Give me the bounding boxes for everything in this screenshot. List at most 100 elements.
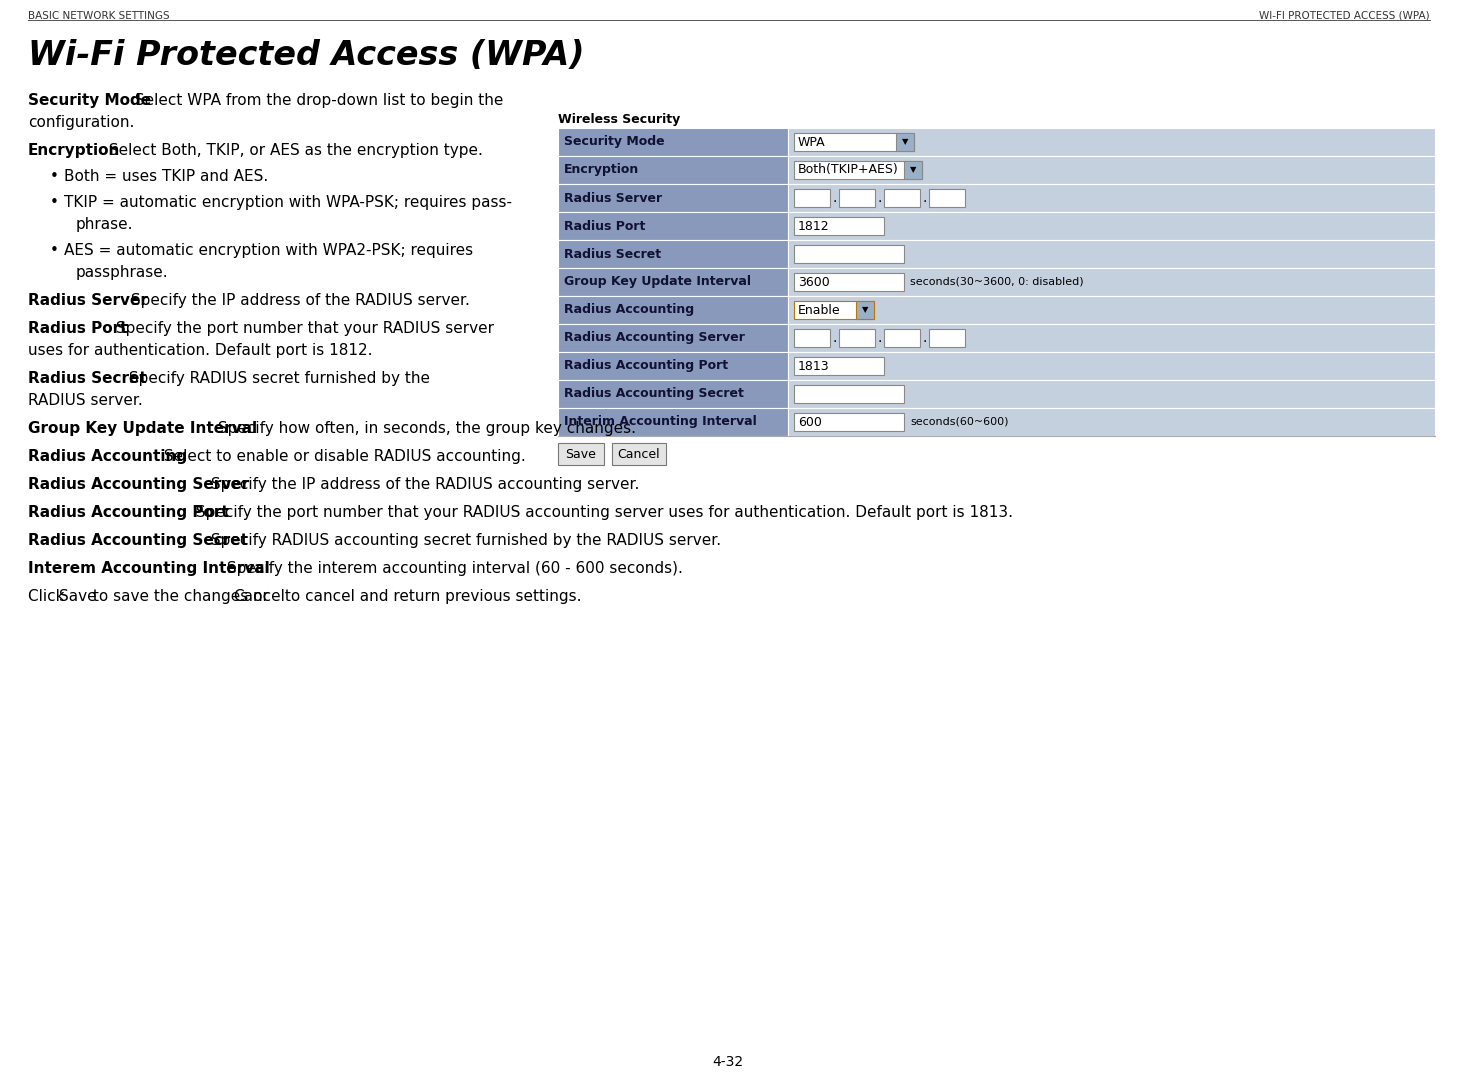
Text: Cancel: Cancel	[233, 589, 286, 604]
Bar	[794, 273, 903, 291]
Text: Radius Accounting Secret: Radius Accounting Secret	[564, 387, 745, 400]
Bar	[794, 413, 903, 431]
Bar	[558, 296, 788, 324]
Text: .: .	[832, 191, 836, 205]
Text: Select to enable or disable RADIUS accounting.: Select to enable or disable RADIUS accou…	[159, 449, 526, 464]
Bar	[794, 133, 914, 151]
Bar	[558, 268, 788, 296]
Text: Specify how often, in seconds, the group key changes.: Specify how often, in seconds, the group…	[213, 421, 637, 436]
Bar	[930, 329, 965, 347]
Bar	[558, 184, 788, 212]
Text: TKIP = automatic encryption with WPA-PSK; requires pass-: TKIP = automatic encryption with WPA-PSK…	[64, 195, 511, 209]
Bar	[788, 352, 1435, 380]
Text: ▼: ▼	[861, 305, 868, 314]
Bar	[558, 408, 788, 436]
Text: •: •	[50, 195, 58, 209]
Text: seconds(30~3600, 0: disabled): seconds(30~3600, 0: disabled)	[911, 277, 1084, 287]
Text: Radius Accounting Port: Radius Accounting Port	[28, 505, 229, 520]
Text: WI-FI PROTECTED ACCESS (WPA): WI-FI PROTECTED ACCESS (WPA)	[1259, 11, 1429, 21]
Text: .: .	[877, 191, 881, 205]
Text: configuration.: configuration.	[28, 115, 134, 130]
Bar	[788, 212, 1435, 240]
Text: Click: Click	[28, 589, 70, 604]
Text: Radius Port: Radius Port	[28, 321, 128, 336]
Text: Encryption: Encryption	[28, 143, 121, 158]
Text: Wi-Fi Protected Access (WPA): Wi-Fi Protected Access (WPA)	[28, 39, 584, 72]
Text: Radius Port: Radius Port	[564, 219, 645, 232]
Text: 3600: 3600	[798, 276, 829, 288]
Bar	[558, 240, 788, 268]
Bar	[788, 128, 1435, 156]
Text: ▼: ▼	[902, 137, 908, 146]
Text: Radius Accounting Server: Radius Accounting Server	[28, 477, 249, 492]
Text: .: .	[832, 331, 836, 345]
Bar	[794, 385, 903, 403]
Text: Both = uses TKIP and AES.: Both = uses TKIP and AES.	[64, 169, 268, 184]
Text: Radius Accounting Port: Radius Accounting Port	[564, 360, 728, 372]
Text: Cancel: Cancel	[618, 447, 660, 460]
Text: BASIC NETWORK SETTINGS: BASIC NETWORK SETTINGS	[28, 11, 169, 21]
Text: phrase.: phrase.	[76, 217, 134, 232]
Bar	[884, 329, 919, 347]
Bar	[558, 324, 788, 352]
Text: .: .	[877, 331, 881, 345]
Bar	[788, 296, 1435, 324]
Bar	[930, 189, 965, 207]
Text: Specify the interem accounting interval (60 - 600 seconds).: Specify the interem accounting interval …	[221, 561, 683, 576]
Bar	[788, 156, 1435, 184]
Text: Radius Accounting: Radius Accounting	[564, 303, 694, 316]
Text: Encryption: Encryption	[564, 164, 640, 177]
Text: Wireless Security: Wireless Security	[558, 113, 680, 125]
Bar	[884, 189, 919, 207]
Text: Both(TKIP+AES): Both(TKIP+AES)	[798, 164, 899, 177]
Text: Select WPA from the drop-down list to begin the: Select WPA from the drop-down list to be…	[130, 93, 503, 108]
Text: WPA: WPA	[798, 135, 826, 148]
Text: Security Mode: Security Mode	[564, 135, 664, 148]
Text: Save: Save	[565, 447, 596, 460]
Bar	[612, 443, 666, 465]
Bar	[794, 245, 903, 263]
Text: 1812: 1812	[798, 219, 829, 232]
Bar	[558, 212, 788, 240]
Bar	[558, 128, 788, 156]
Text: ▼: ▼	[909, 166, 916, 175]
Bar	[794, 301, 874, 319]
Bar	[794, 189, 830, 207]
Text: .: .	[922, 331, 927, 345]
Bar	[839, 329, 876, 347]
Text: AES = automatic encryption with WPA2-PSK; requires: AES = automatic encryption with WPA2-PSK…	[64, 243, 474, 257]
Text: •: •	[50, 243, 58, 257]
Text: passphrase.: passphrase.	[76, 265, 169, 280]
Text: seconds(60~600): seconds(60~600)	[911, 417, 1008, 427]
Bar	[857, 301, 874, 319]
Text: Enable: Enable	[798, 303, 841, 316]
Bar	[788, 184, 1435, 212]
Text: RADIUS server.: RADIUS server.	[28, 393, 143, 408]
Text: Radius Accounting: Radius Accounting	[28, 449, 186, 464]
Bar	[788, 408, 1435, 436]
Bar	[788, 240, 1435, 268]
Text: uses for authentication. Default port is 1812.: uses for authentication. Default port is…	[28, 343, 373, 358]
Bar	[788, 324, 1435, 352]
Text: Radius Server: Radius Server	[28, 293, 147, 308]
Bar	[794, 217, 884, 235]
Text: Select Both, TKIP, or AES as the encryption type.: Select Both, TKIP, or AES as the encrypt…	[103, 143, 482, 158]
Bar	[558, 156, 788, 184]
Text: Radius Server: Radius Server	[564, 192, 661, 204]
Text: Interim Accounting Interval: Interim Accounting Interval	[564, 416, 756, 429]
Bar	[794, 161, 922, 179]
Text: Save: Save	[58, 589, 96, 604]
Text: •: •	[50, 169, 58, 184]
Text: Interem Accounting Interval: Interem Accounting Interval	[28, 561, 270, 576]
Text: Specify RADIUS accounting secret furnished by the RADIUS server.: Specify RADIUS accounting secret furnish…	[205, 533, 721, 548]
Text: 1813: 1813	[798, 360, 829, 372]
Bar	[839, 189, 876, 207]
Bar	[558, 443, 605, 465]
Text: 4-32: 4-32	[712, 1055, 743, 1069]
Text: Security Mode: Security Mode	[28, 93, 152, 108]
Text: 600: 600	[798, 416, 822, 429]
Text: Radius Accounting Secret: Radius Accounting Secret	[28, 533, 248, 548]
Bar	[896, 133, 914, 151]
Text: Group Key Update Interval: Group Key Update Interval	[28, 421, 256, 436]
Text: Specify RADIUS secret furnished by the: Specify RADIUS secret furnished by the	[124, 371, 430, 386]
